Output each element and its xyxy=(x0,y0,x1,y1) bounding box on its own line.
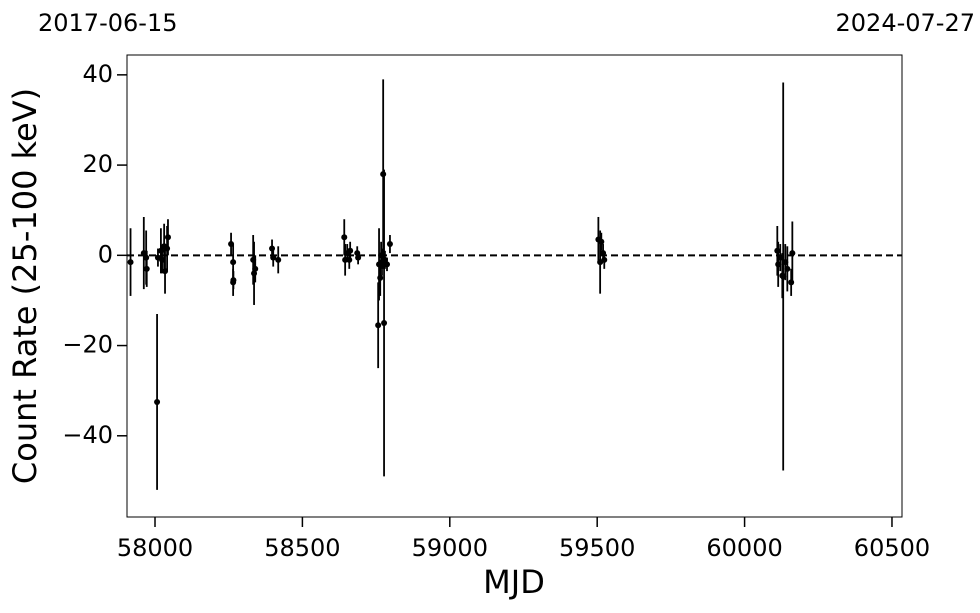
data-point xyxy=(377,274,384,281)
data-point xyxy=(355,254,362,261)
y-tick-label: 20 xyxy=(82,150,113,178)
data-point xyxy=(164,234,171,241)
plot-frame xyxy=(126,54,903,518)
data-point xyxy=(275,256,282,263)
x-tick-label: 59500 xyxy=(559,534,635,562)
data-point xyxy=(386,241,393,248)
data-point xyxy=(784,265,791,272)
data-point xyxy=(230,277,237,284)
data-point xyxy=(270,254,277,261)
data-point xyxy=(230,259,237,266)
data-point xyxy=(384,261,391,268)
data-point xyxy=(347,247,354,254)
end-date-annotation: 2024-07-27 xyxy=(836,9,975,37)
x-tick-label: 58000 xyxy=(117,534,193,562)
data-point xyxy=(143,265,150,272)
y-tick-label: −20 xyxy=(62,331,113,359)
x-tick-label: 59000 xyxy=(412,534,488,562)
data-point xyxy=(127,259,134,266)
y-tick-label: 0 xyxy=(98,240,113,268)
data-point xyxy=(154,398,161,405)
data-point xyxy=(269,245,276,252)
data-point xyxy=(789,250,796,257)
x-tick-label: 60000 xyxy=(706,534,782,562)
x-axis-label: MJD xyxy=(483,563,545,601)
data-point xyxy=(601,256,608,263)
y-tick-label: −40 xyxy=(62,421,113,449)
data-point xyxy=(788,279,795,286)
start-date-annotation: 2017-06-15 xyxy=(38,9,177,37)
x-tick-label: 60500 xyxy=(854,534,930,562)
y-axis-label: Count Rate (25-100 keV) xyxy=(6,88,44,484)
data-point xyxy=(341,234,348,241)
data-point xyxy=(252,265,259,272)
data-point xyxy=(381,319,388,326)
x-tick-label: 58500 xyxy=(264,534,340,562)
data-point xyxy=(600,250,607,257)
data-point xyxy=(375,322,382,329)
y-tick-label: 40 xyxy=(82,60,113,88)
data-point xyxy=(598,238,605,245)
